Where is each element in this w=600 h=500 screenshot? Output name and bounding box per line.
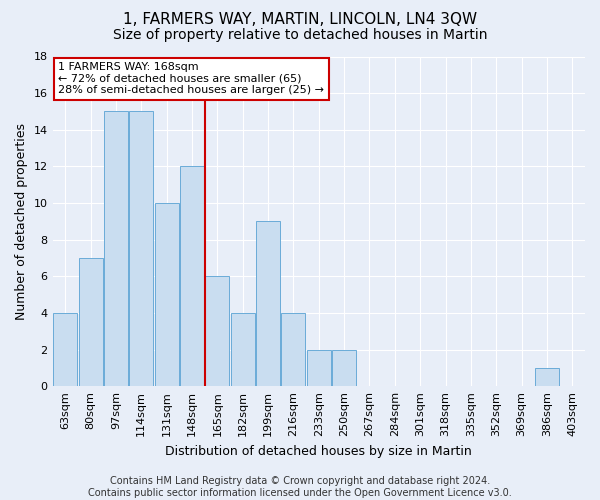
Bar [104, 112, 128, 386]
Bar [180, 166, 204, 386]
Bar [332, 350, 356, 386]
X-axis label: Distribution of detached houses by size in Martin: Distribution of detached houses by size … [166, 444, 472, 458]
Bar [281, 313, 305, 386]
Y-axis label: Number of detached properties: Number of detached properties [15, 123, 28, 320]
Bar [155, 203, 179, 386]
Bar [205, 276, 229, 386]
Text: Size of property relative to detached houses in Martin: Size of property relative to detached ho… [113, 28, 487, 42]
Bar [129, 112, 154, 386]
Bar [53, 313, 77, 386]
Bar [307, 350, 331, 386]
Text: 1, FARMERS WAY, MARTIN, LINCOLN, LN4 3QW: 1, FARMERS WAY, MARTIN, LINCOLN, LN4 3QW [123, 12, 477, 28]
Bar [79, 258, 103, 386]
Bar [230, 313, 255, 386]
Bar [535, 368, 559, 386]
Text: Contains HM Land Registry data © Crown copyright and database right 2024.
Contai: Contains HM Land Registry data © Crown c… [88, 476, 512, 498]
Bar [256, 222, 280, 386]
Text: 1 FARMERS WAY: 168sqm
← 72% of detached houses are smaller (65)
28% of semi-deta: 1 FARMERS WAY: 168sqm ← 72% of detached … [58, 62, 324, 96]
